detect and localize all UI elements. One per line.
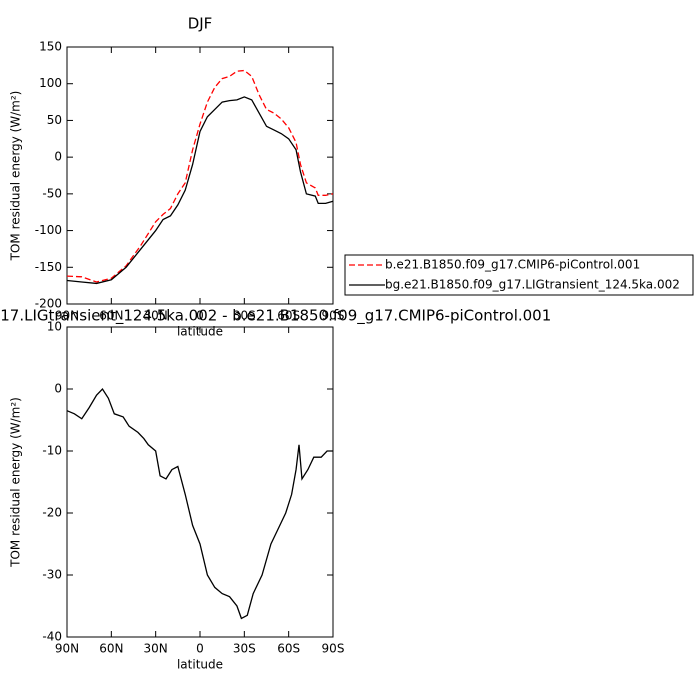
- y-tick-label: 0: [54, 150, 62, 164]
- x-tick-label: 30N: [144, 642, 168, 656]
- y-tick-label: 100: [39, 76, 62, 90]
- x-tick-label: 60N: [99, 309, 123, 323]
- y-tick-label: -50: [42, 186, 62, 200]
- x-tick-label: 0: [196, 309, 204, 323]
- x-axis-label: latitude: [177, 658, 223, 672]
- y-tick-label: -30: [42, 568, 62, 582]
- y-tick-label: -200: [35, 297, 62, 311]
- plot-frame: [66, 326, 334, 638]
- legend-label: b.e21.B1850.f09_g17.CMIP6-piControl.001: [385, 258, 640, 272]
- x-tick-label: 60N: [99, 642, 123, 656]
- y-tick-label: -100: [35, 223, 62, 237]
- legend-label: bg.e21.B1850.f09_g17.LIGtransient_124.5k…: [385, 278, 680, 292]
- y-tick-label: 50: [47, 113, 62, 127]
- y-tick-label: -10: [42, 444, 62, 458]
- x-tick-label: 0: [196, 642, 204, 656]
- y-axis-label: TOM residual energy (W/m²): [9, 397, 23, 568]
- x-tick-label: 30N: [144, 309, 168, 323]
- chart-title: bg.e21.B1850.f09_g17.LIGtransient_124.5k…: [0, 307, 551, 326]
- y-tick-label: 150: [39, 40, 62, 54]
- x-tick-label: 90S: [322, 309, 345, 323]
- legend-box: [344, 254, 694, 296]
- y-tick-label: 0: [54, 382, 62, 396]
- plot-frame: [66, 46, 334, 305]
- y-tick-label: -40: [42, 630, 62, 644]
- x-tick-label: 30S: [233, 642, 256, 656]
- y-tick-label: -20: [42, 506, 62, 520]
- series-line: [66, 69, 334, 283]
- x-tick-label: 60S: [277, 642, 300, 656]
- x-tick-label: 30S: [233, 309, 256, 323]
- x-tick-label: 60S: [277, 309, 300, 323]
- x-tick-label: 90S: [322, 642, 345, 656]
- x-tick-label: 90N: [55, 642, 79, 656]
- x-tick-label: 90N: [55, 309, 79, 323]
- series-line: [66, 96, 334, 285]
- series-line: [66, 387, 333, 620]
- chart-title: DJF: [188, 15, 213, 33]
- y-tick-label: -150: [35, 260, 62, 274]
- y-tick-label: 10: [47, 320, 62, 334]
- y-axis-label: TOM residual energy (W/m²): [9, 91, 23, 262]
